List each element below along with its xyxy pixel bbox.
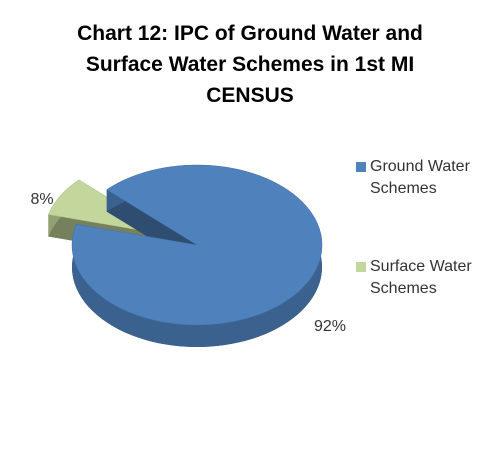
slice [71, 164, 323, 326]
chart-title: Chart 12: IPC of Ground Water and Surfac… [77, 22, 423, 107]
legend-label: Ground Water Schemes [370, 158, 470, 197]
legend-swatch [356, 262, 366, 272]
legend-label: Surface Water Schemes [370, 258, 472, 297]
data-label: 92% [314, 318, 346, 335]
data-label: 8% [30, 191, 53, 208]
legend-swatch [356, 162, 366, 172]
